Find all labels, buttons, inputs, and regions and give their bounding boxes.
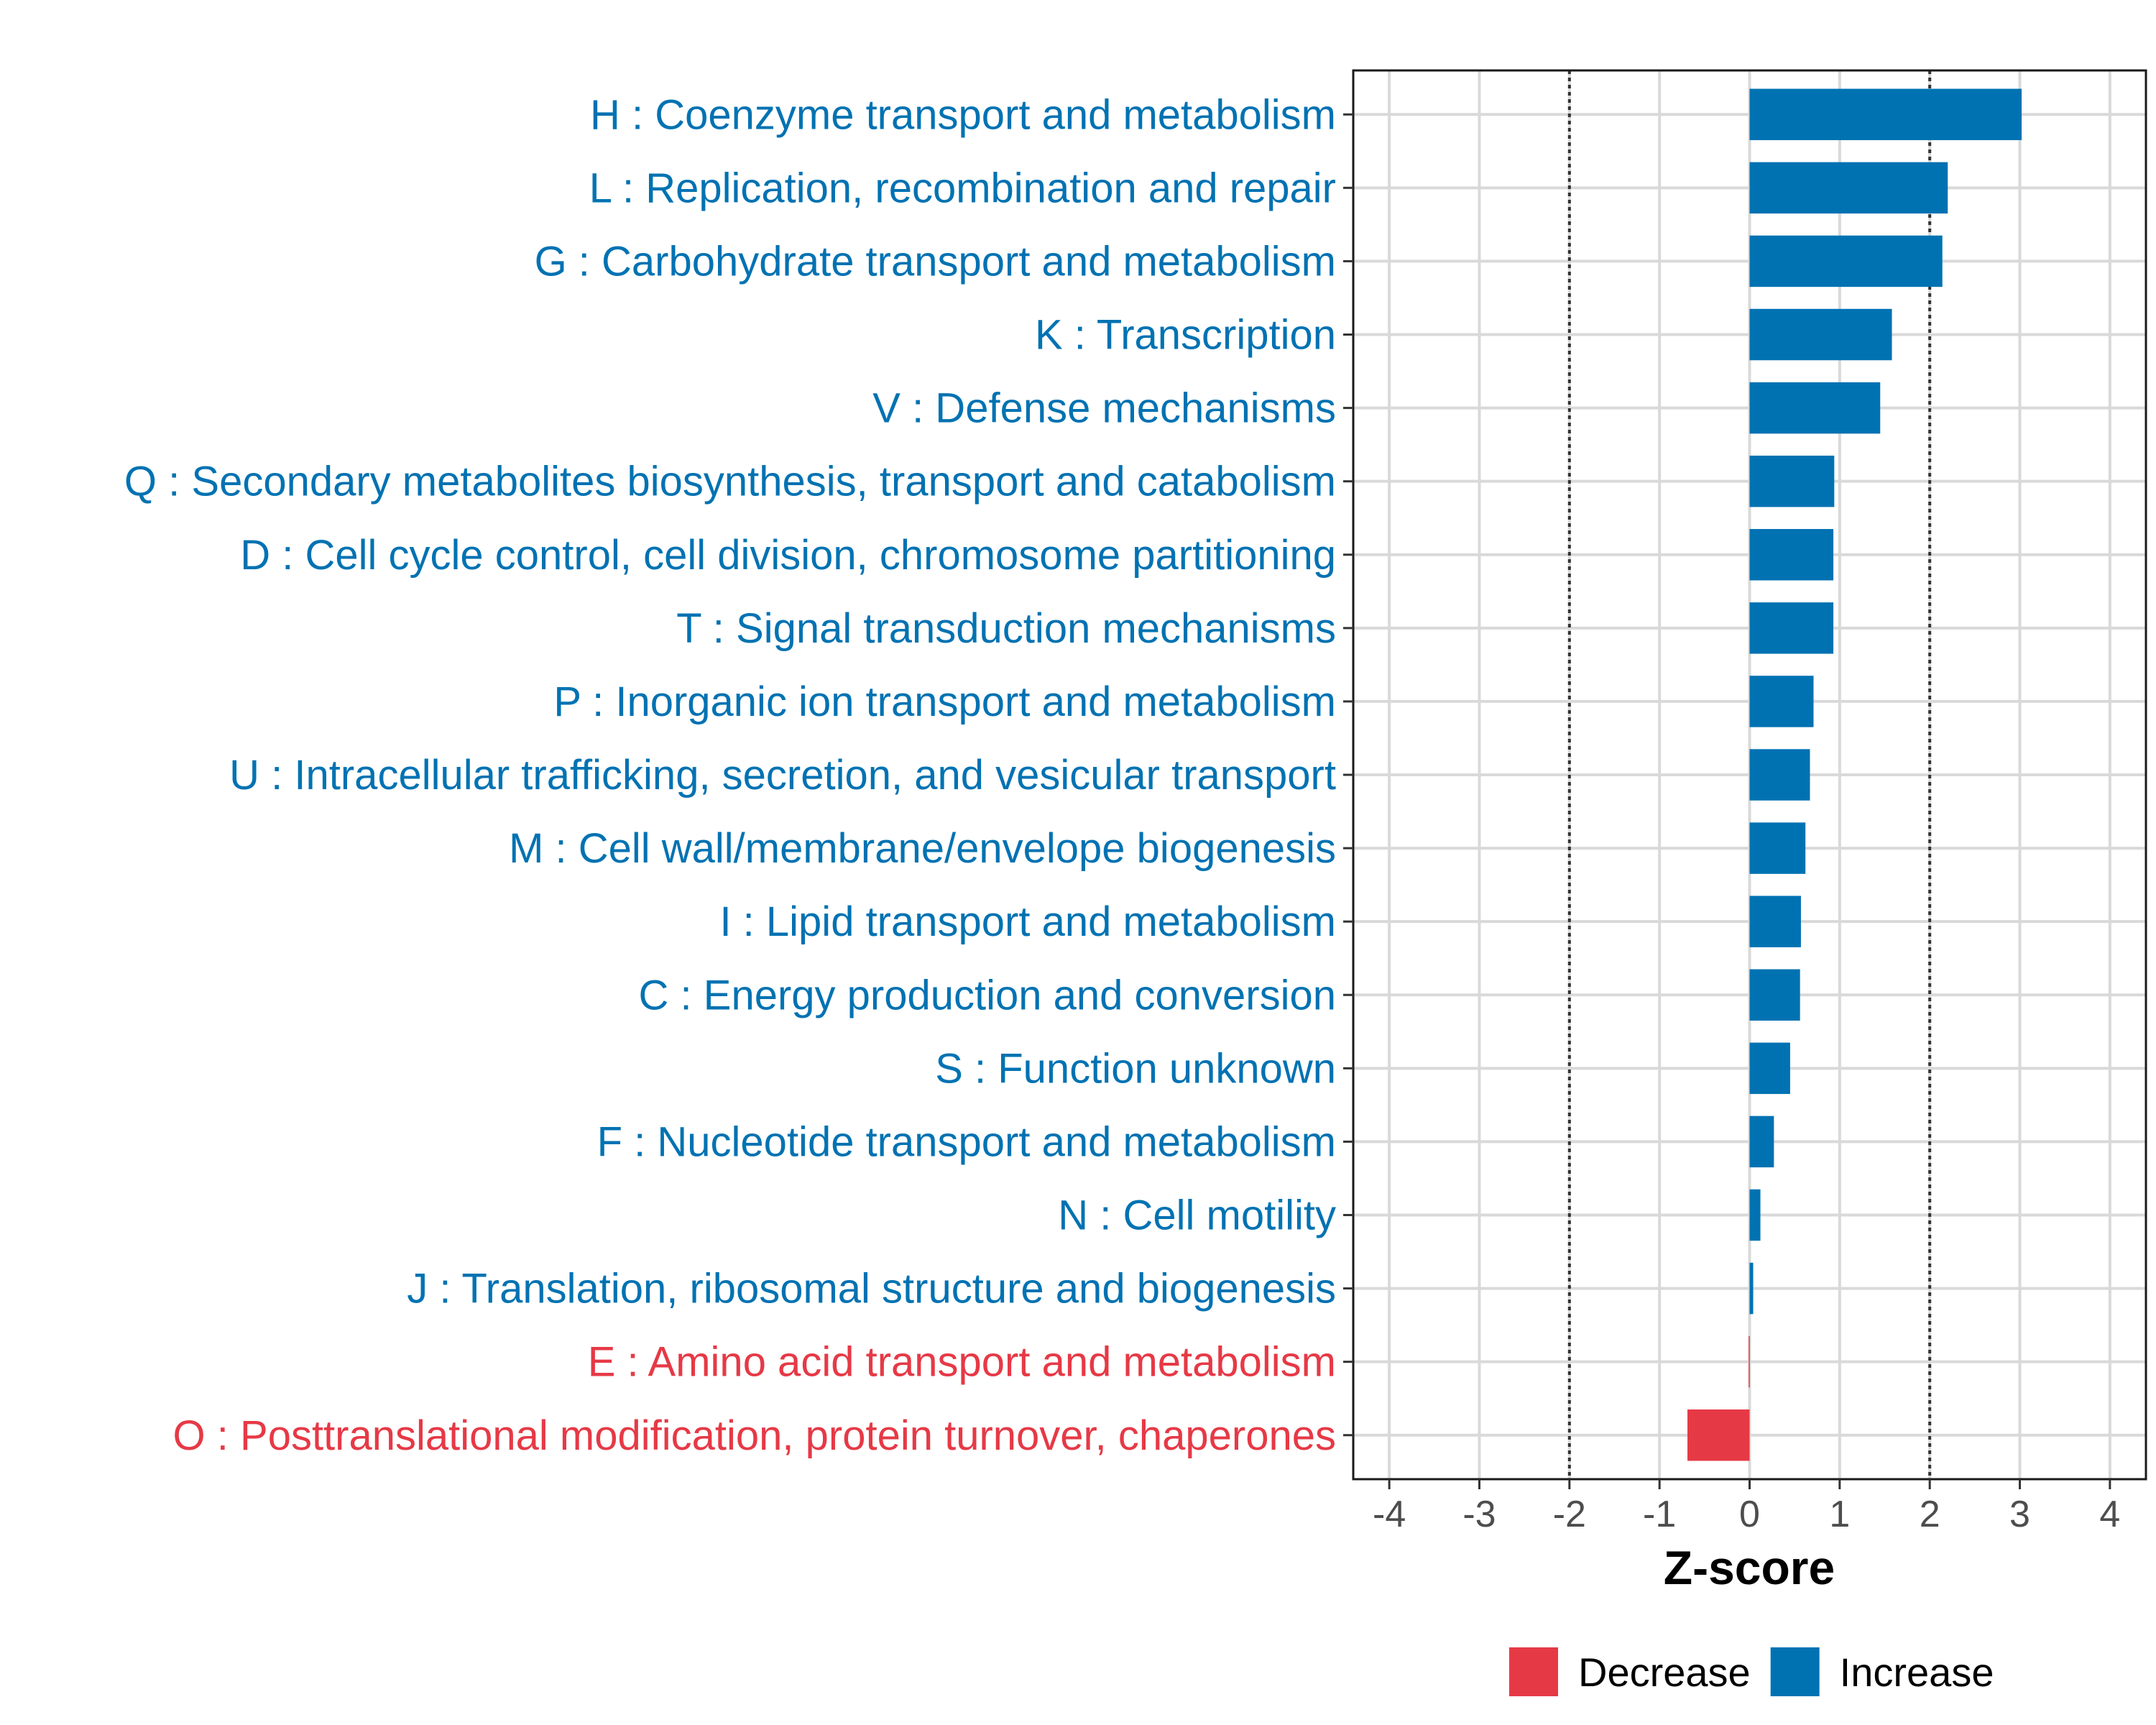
category-label: E : Amino acid transport and metabolism (588, 1339, 1336, 1386)
x-tick-label: -2 (1553, 1494, 1586, 1535)
bar (1749, 88, 2022, 140)
bar (1749, 1262, 1754, 1315)
category-labels: H : Coenzyme transport and metabolism L :… (124, 91, 1336, 1459)
category-label: C : Energy production and conversion (639, 972, 1336, 1018)
bar (1749, 455, 1835, 507)
y-axis-ticks (1343, 113, 1353, 1437)
category-label: F : Nucleotide transport and metabolism (597, 1118, 1336, 1165)
legend-label-increase: Increase (1840, 1650, 1994, 1695)
bar (1749, 1042, 1790, 1095)
category-label: H : Coenzyme transport and metabolism (590, 91, 1336, 138)
x-tick-label: 3 (2009, 1494, 2030, 1535)
x-tick-label: 2 (1920, 1494, 1940, 1535)
x-axis-ticks: -4 -3 -2 -1 0 1 2 3 4 (1373, 1479, 2120, 1535)
category-label: U : Intracellular trafficking, secretion… (229, 752, 1336, 799)
bar (1749, 308, 1892, 361)
legend-swatch-increase (1770, 1647, 1820, 1696)
bar (1749, 1189, 1761, 1241)
category-label: N : Cell motility (1058, 1192, 1336, 1239)
bar (1749, 969, 1800, 1021)
category-label: D : Cell cycle control, cell division, c… (240, 532, 1336, 579)
bar (1749, 602, 1834, 654)
category-label: P : Inorganic ion transport and metaboli… (553, 678, 1336, 725)
category-label: L : Replication, recombination and repai… (589, 165, 1336, 211)
x-tick-label: 4 (2099, 1494, 2120, 1535)
bars (1687, 88, 2022, 1461)
legend: Decrease Increase (1509, 1647, 1994, 1696)
x-tick-label: 0 (1739, 1494, 1760, 1535)
category-label: V : Defense mechanisms (872, 385, 1336, 432)
bar (1749, 162, 1948, 214)
x-tick-label: -1 (1643, 1494, 1676, 1535)
bar (1749, 896, 1801, 947)
x-tick-label: 1 (1829, 1494, 1850, 1535)
category-label: O : Posttranslational modification, prot… (173, 1412, 1336, 1459)
category-label: G : Carbohydrate transport and metabolis… (535, 238, 1336, 285)
category-label: K : Transcription (1035, 312, 1336, 359)
category-label: J : Translation, ribosomal structure and… (407, 1266, 1336, 1312)
bar (1687, 1409, 1750, 1461)
bar (1749, 749, 1810, 801)
x-tick-label: -4 (1373, 1494, 1406, 1535)
bar (1749, 382, 1881, 434)
category-label: T : Signal transduction mechanisms (676, 605, 1336, 652)
threshold-lines (1567, 70, 1932, 1479)
legend-swatch-decrease (1509, 1647, 1558, 1696)
bar (1749, 822, 1806, 874)
legend-label-decrease: Decrease (1578, 1650, 1751, 1695)
category-label: I : Lipid transport and metabolism (719, 898, 1336, 945)
category-label: M : Cell wall/membrane/envelope biogenes… (509, 825, 1336, 872)
bar (1749, 529, 1834, 581)
category-label: Q : Secondary metabolites biosynthesis, … (124, 459, 1336, 505)
x-tick-label: -3 (1462, 1494, 1496, 1535)
bar (1749, 676, 1814, 727)
bar (1749, 1116, 1774, 1168)
category-label: S : Function unknown (935, 1045, 1336, 1092)
x-axis-title: Z-score (1664, 1541, 1835, 1594)
bar (1749, 235, 1943, 288)
bar (1749, 1335, 1750, 1388)
